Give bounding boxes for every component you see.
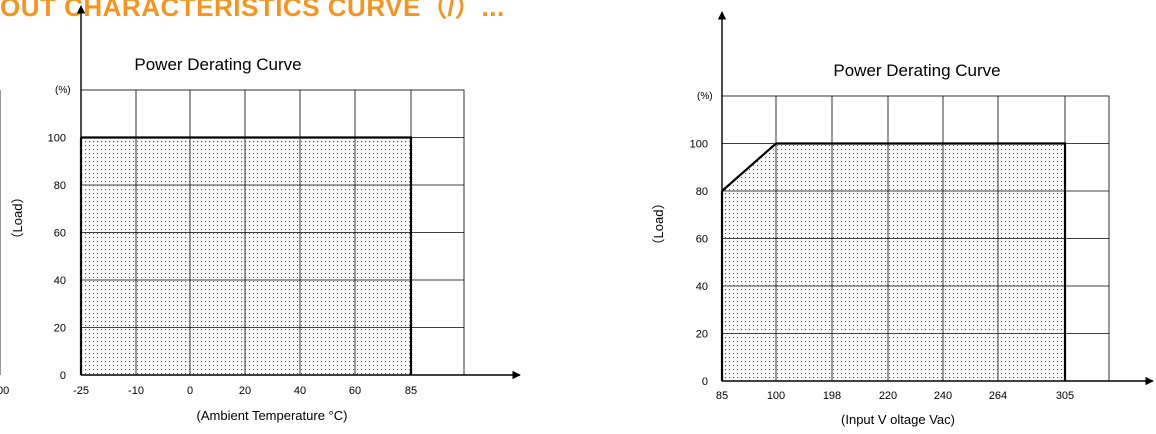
chart1-x-tick-label: 100 [0,385,9,397]
chart2-unit-label: (%) [697,91,713,102]
chart1-derating-curve [81,136,413,375]
section-banner: OUT CHARACTERISTICS CURVE（/）... [0,0,505,22]
chart1-y-tick-label: 20 [54,323,66,335]
chart2-derating-curve [721,142,1067,381]
chart2-y-tick-label: 0 [702,376,708,388]
chart1-derating-area [81,137,411,375]
chart2-x-tick-label: 85 [716,390,728,402]
chart1-y-tick-label: 0 [60,370,66,382]
chart1-x-tick-label: 40 [294,385,306,397]
chart1-chart-title: Power Derating Curve [134,55,301,74]
chart1-x-tick-label: -10 [128,385,144,397]
chart1-x-tick-label: 60 [349,385,361,397]
chart2-x-tick-label: 100 [767,390,785,402]
chart2-x-tick-label: 220 [879,390,897,402]
chart2-x-tick-label: 240 [934,390,952,402]
chart1-y-tick-label: 60 [54,228,66,240]
chart2-y-axis-label: （Load） [651,197,666,252]
chart2-y-tick-label: 80 [696,186,708,198]
chart1-y-axis-label: （Load） [10,191,25,246]
chart2-x-tick-label: 305 [1056,390,1074,402]
chart1-x-tick-label: -25 [73,385,89,397]
chart2-y-tick-label: 40 [696,281,708,293]
chart2-y-tick-label: 100 [690,139,708,151]
chart1-x-axis-label: (Ambient Temperature °C) [197,408,348,423]
chart1-x-tick-label: 20 [239,385,251,397]
chart1-y-tick-label: 40 [54,275,66,287]
chart1-x-tick-label: 85 [405,385,417,397]
chart1-y-tick-label: 100 [48,133,66,145]
chart1-unit-label: (%) [55,85,71,96]
chart2-chart-title: Power Derating Curve [833,61,1000,80]
chart2-x-axis-label: (Input V oltage Vac) [841,412,955,427]
chart2-x-tick-label: 264 [989,390,1007,402]
chart2-x-tick-label: 198 [823,390,841,402]
chart1-y-tick-label: 80 [54,180,66,192]
chart2-y-tick-label: 20 [696,329,708,341]
chart2-y-tick-label: 60 [696,234,708,246]
chart2-derating-area [722,143,1065,381]
chart1-x-tick-label: 0 [187,385,193,397]
